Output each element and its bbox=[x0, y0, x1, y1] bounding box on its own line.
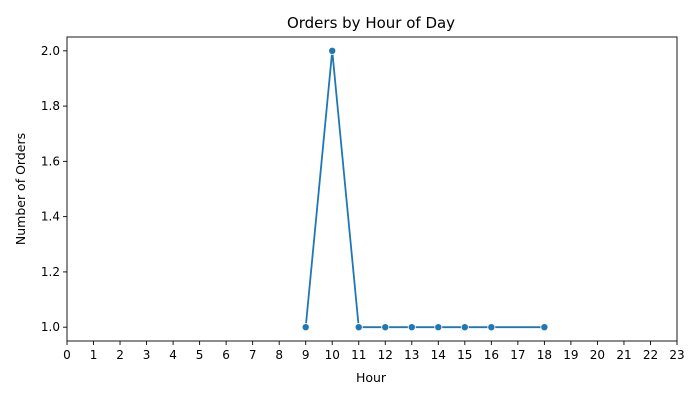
x-tick-label: 11 bbox=[351, 348, 366, 362]
x-tick-label: 3 bbox=[143, 348, 151, 362]
data-point bbox=[354, 323, 363, 332]
x-tick-label: 15 bbox=[457, 348, 472, 362]
x-tick-label: 0 bbox=[63, 348, 71, 362]
data-point bbox=[407, 323, 416, 332]
x-tick-label: 22 bbox=[643, 348, 658, 362]
x-tick-label: 17 bbox=[510, 348, 525, 362]
y-tick-label: 1.2 bbox=[41, 265, 60, 279]
x-tick-label: 19 bbox=[563, 348, 578, 362]
x-tick-label: 20 bbox=[590, 348, 605, 362]
y-axis-label: Number of Orders bbox=[13, 133, 28, 245]
chart-title: Orders by Hour of Day bbox=[287, 14, 455, 32]
data-point bbox=[328, 46, 337, 55]
data-point bbox=[540, 323, 549, 332]
y-tick-label: 1.4 bbox=[41, 210, 60, 224]
x-tick-label: 2 bbox=[116, 348, 124, 362]
data-point bbox=[487, 323, 496, 332]
data-point bbox=[301, 323, 310, 332]
x-tick-label: 1 bbox=[90, 348, 98, 362]
y-axis: 1.0 1.2 1.4 1.6 1.8 2.0 bbox=[41, 44, 67, 334]
x-tick-label: 6 bbox=[222, 348, 230, 362]
x-axis: 0 1 2 3 4 5 6 7 8 9 10 11 12 13 14 15 16 17 18 19 20 21 22 23 bbox=[63, 341, 685, 362]
x-tick-label: 12 bbox=[378, 348, 393, 362]
x-tick-label: 18 bbox=[537, 348, 552, 362]
x-tick-label: 8 bbox=[275, 348, 283, 362]
plot-area bbox=[301, 46, 549, 332]
x-axis-label: Hour bbox=[356, 370, 387, 385]
data-point bbox=[381, 323, 390, 332]
x-tick-label: 14 bbox=[431, 348, 446, 362]
x-tick-label: 5 bbox=[196, 348, 204, 362]
x-tick-label: 23 bbox=[669, 348, 684, 362]
data-point bbox=[460, 323, 469, 332]
y-tick-label: 2.0 bbox=[41, 44, 60, 58]
x-tick-label: 21 bbox=[616, 348, 631, 362]
y-tick-label: 1.6 bbox=[41, 154, 60, 168]
x-tick-label: 13 bbox=[404, 348, 419, 362]
x-tick-label: 16 bbox=[484, 348, 499, 362]
x-tick-label: 7 bbox=[249, 348, 257, 362]
plot-frame bbox=[66, 36, 678, 342]
x-tick-label: 4 bbox=[169, 348, 177, 362]
data-point bbox=[434, 323, 443, 332]
y-tick-label: 1.0 bbox=[41, 320, 60, 334]
x-tick-label: 9 bbox=[302, 348, 310, 362]
y-tick-label: 1.8 bbox=[41, 99, 60, 113]
x-tick-label: 10 bbox=[325, 348, 340, 362]
